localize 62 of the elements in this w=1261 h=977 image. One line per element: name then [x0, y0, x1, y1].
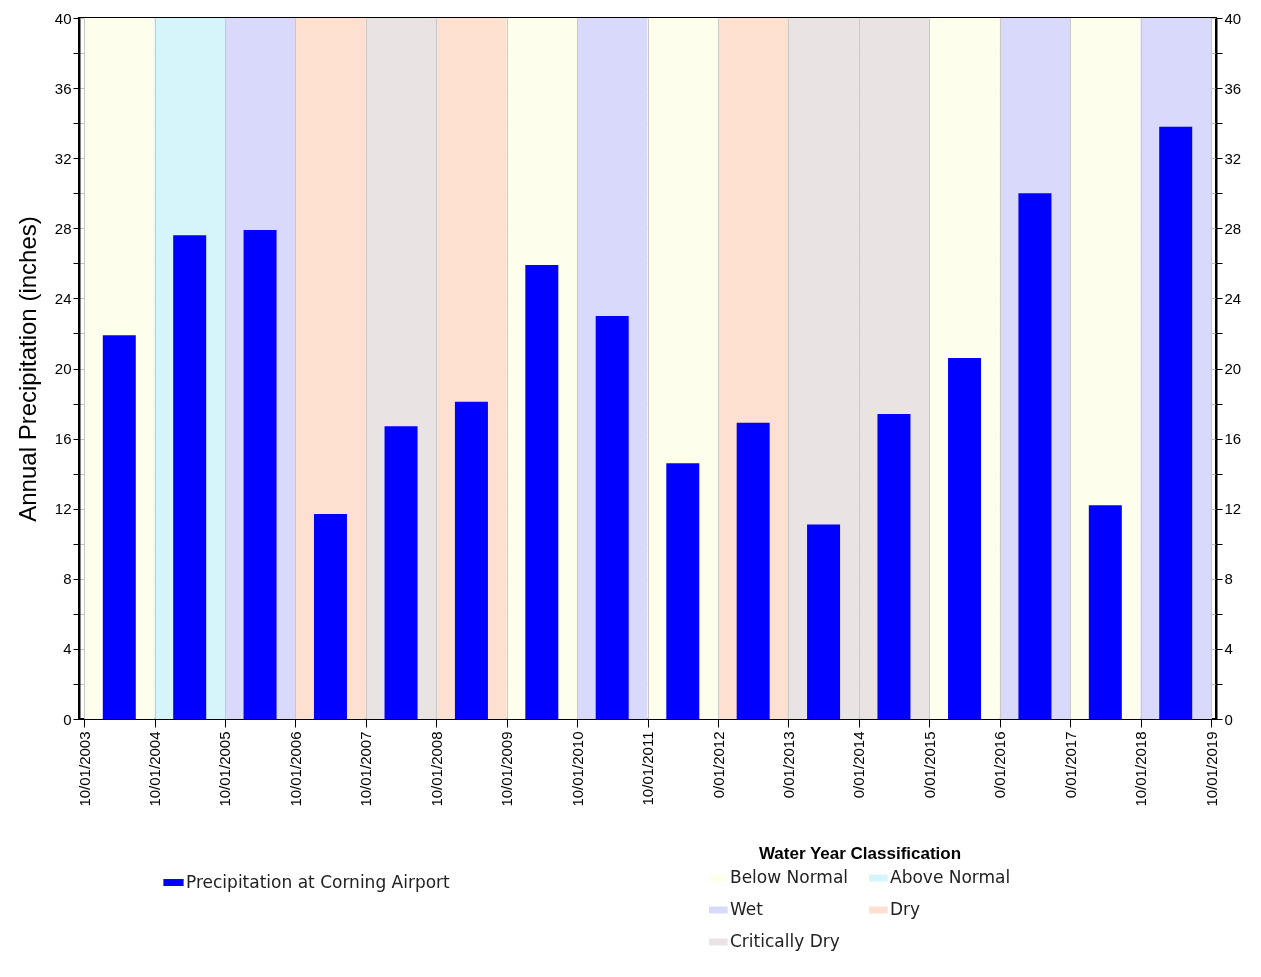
legend-label: Wet [730, 899, 764, 919]
x-tick-label: 0/01/2013 [779, 731, 797, 799]
bar [384, 426, 418, 719]
y2-tick-label: 24 [1224, 289, 1242, 307]
bar [595, 315, 629, 719]
y-tick-label: 32 [54, 149, 72, 167]
y-tick-label: 4 [63, 640, 72, 658]
y-axis-title: Annual Precipitation (inches) [13, 216, 41, 522]
bar [807, 524, 841, 719]
y-tick-label: 0 [63, 710, 72, 728]
y2-tick-label: 20 [1224, 360, 1242, 377]
bar [1018, 193, 1052, 719]
legend-label: Above Normal [890, 867, 1011, 887]
x-tick-label: 10/01/2007 [357, 731, 375, 807]
x-tick-label: 10/01/2011 [639, 731, 656, 806]
bar [454, 401, 488, 719]
y-tick-label: 36 [54, 79, 72, 97]
x-tick-label: 10/01/2010 [568, 731, 586, 807]
y2-tick-label: 4 [1224, 640, 1233, 658]
bar [243, 230, 277, 719]
x-tick-label: 0/01/2017 [1061, 731, 1079, 799]
x-tick-label: 10/01/2009 [498, 731, 516, 807]
x-tick-label: 0/01/2015 [920, 731, 938, 799]
y-tick-label: 40 [54, 9, 72, 27]
legend-title: Water Year Classification [758, 844, 962, 863]
y2-tick-label: 36 [1224, 79, 1242, 97]
x-tick-label: 10/01/2003 [75, 731, 93, 807]
x-tick-label: 10/01/2004 [146, 731, 164, 807]
bar [1088, 505, 1122, 719]
y-tick-label: 24 [54, 289, 72, 307]
legend-label: Below Normal [730, 867, 849, 887]
bar [102, 335, 136, 719]
x-tick-label: 0/01/2014 [850, 731, 868, 799]
x-tick-label: 10/01/2006 [286, 731, 304, 807]
bar [313, 513, 347, 719]
x-tick-label: 0/01/2016 [991, 731, 1009, 799]
y2-tick-label: 16 [1224, 430, 1242, 448]
y2-tick-label: 40 [1224, 9, 1242, 27]
legend-label: Dry [890, 899, 921, 919]
y-tick-label: 20 [54, 360, 72, 377]
y2-tick-label: 0 [1224, 710, 1233, 728]
bar [666, 463, 700, 719]
x-tick-label: 10/01/2019 [1202, 731, 1220, 807]
legend-label: Critically Dry [730, 931, 840, 951]
x-tick-label: 10/01/2008 [427, 731, 445, 807]
y-tick-label: 28 [54, 219, 72, 237]
y2-tick-label: 32 [1224, 149, 1242, 167]
y-tick-label: 8 [63, 570, 72, 588]
y2-tick-label: 8 [1224, 570, 1233, 588]
legend-label: Precipitation at Corning Airport [186, 871, 451, 892]
bar [736, 422, 770, 719]
bar [877, 414, 911, 719]
x-tick-label: 10/01/2018 [1132, 731, 1150, 807]
y2-tick-label: 28 [1224, 219, 1242, 237]
y-tick-label: 12 [54, 500, 72, 518]
bar [948, 357, 982, 719]
y-tick-label: 16 [54, 430, 72, 448]
x-tick-label: 0/01/2012 [709, 731, 727, 799]
y2-tick-label: 12 [1224, 500, 1242, 518]
bar [173, 235, 207, 719]
bar [525, 265, 559, 719]
x-tick-label: 10/01/2005 [216, 731, 234, 807]
